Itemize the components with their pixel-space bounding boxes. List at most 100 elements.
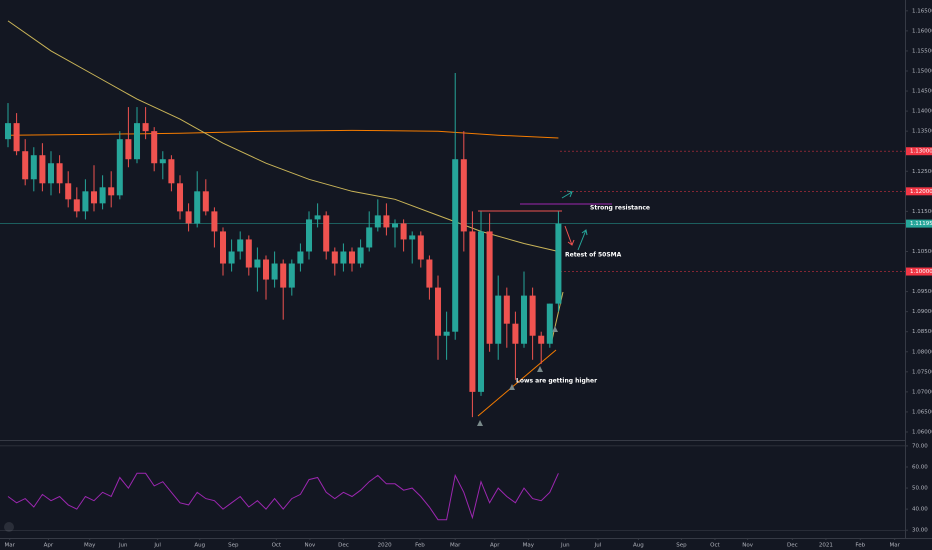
x-tick-label: 2021: [819, 543, 833, 549]
arrow: [564, 225, 575, 246]
x-tick-label: Jul: [594, 543, 602, 549]
x-tick-label: Jun: [118, 543, 128, 549]
candle-body: [443, 331, 450, 336]
y-tick-label: 1.08500: [912, 329, 932, 335]
x-tick-label: Nov: [742, 543, 753, 549]
candle-body: [340, 251, 347, 264]
candle-body: [314, 215, 321, 220]
x-tick-label: Feb: [415, 543, 425, 549]
price-label: 1.11195: [910, 221, 932, 227]
candle-body: [219, 231, 227, 264]
x-tick-label: Jul: [153, 543, 161, 549]
y-tick-label: 1.09500: [912, 289, 932, 295]
candle-body: [305, 219, 313, 252]
x-tick-label: Aug: [194, 543, 205, 549]
price-label: 1.10000: [910, 269, 932, 275]
candle-body: [469, 231, 476, 392]
rsi-tick-label: 30.00: [912, 528, 928, 534]
candle-body: [90, 191, 98, 204]
annotation: Retest of 50SMA: [565, 252, 622, 259]
candle-body: [237, 239, 244, 252]
candle-body: [254, 259, 261, 268]
x-tick-label: Dec: [338, 543, 349, 549]
y-tick-label: 1.12500: [912, 169, 932, 175]
arrow: [577, 229, 588, 251]
price-label-box: [906, 147, 932, 156]
x-tick-label: Mar: [889, 543, 900, 549]
price-label-box: [906, 267, 932, 276]
rsi-tick-label: 60.00: [912, 464, 928, 470]
y-tick-label: 1.16500: [912, 8, 932, 14]
moving-average: [7, 129, 559, 139]
candle-body: [512, 323, 519, 344]
x-tick-label: Mar: [5, 543, 16, 549]
candle-body: [383, 215, 390, 228]
x-tick-label: Jun: [560, 543, 570, 549]
candle-body: [546, 303, 553, 344]
y-tick-label: 1.07500: [912, 369, 932, 375]
candle-body: [47, 163, 55, 184]
x-tick-label: Aug: [633, 543, 644, 549]
candle-body: [297, 251, 304, 264]
candle-body: [142, 123, 149, 132]
candle-body: [417, 235, 424, 260]
candle-body: [30, 155, 37, 180]
candle-body: [211, 211, 218, 232]
candle-body: [159, 159, 166, 164]
candle-body: [151, 131, 158, 164]
rsi-tick-label: 50.00: [912, 486, 928, 492]
y-tick-label: 1.08000: [912, 349, 932, 355]
candle-body: [434, 287, 442, 336]
candle-body: [521, 295, 528, 344]
candle-body: [529, 295, 536, 336]
candle-body: [245, 239, 252, 268]
y-tick-label: 1.15000: [912, 68, 932, 74]
y-tick-label: 1.06000: [912, 429, 932, 435]
annotation: Lows are getting higher: [516, 378, 597, 385]
candle-body: [262, 259, 270, 280]
price-label: 1.12000: [910, 189, 932, 195]
drawings: [4, 190, 612, 532]
candle-body: [65, 183, 72, 200]
trend-line: [477, 349, 557, 417]
y-tick-label: 1.06500: [912, 409, 932, 415]
candle-body: [228, 251, 235, 264]
y-tick-label: 1.11500: [912, 209, 932, 215]
candle-body: [133, 123, 141, 160]
candle-body: [82, 191, 89, 212]
annotation: Strong resistance: [590, 205, 650, 212]
candle-body: [22, 151, 29, 180]
candle-body: [280, 263, 287, 288]
x-tick-label: Nov: [304, 543, 315, 549]
candle-body: [374, 215, 381, 228]
candle-body: [4, 123, 12, 140]
x-tick-label: Mar: [450, 543, 461, 549]
x-tick-label: Oct: [710, 543, 720, 549]
candle-body: [331, 251, 338, 264]
candle-body: [426, 259, 433, 288]
candle-body: [391, 223, 399, 228]
x-tick-label: Dec: [787, 543, 798, 549]
rsi-tick-label: 70.00: [912, 443, 928, 449]
candle-body: [108, 187, 115, 196]
y-tick-label: 1.16000: [912, 28, 932, 34]
candle-body: [288, 263, 295, 288]
y-tick-label: 1.14500: [912, 89, 932, 95]
moving-average: [7, 20, 559, 252]
candle-body: [348, 251, 356, 264]
candle-body: [39, 155, 46, 184]
candle-body: [460, 159, 467, 232]
candle-body: [503, 295, 510, 324]
logo: [4, 522, 14, 532]
candle-body: [452, 159, 459, 332]
candle-body: [202, 191, 209, 212]
candle-body: [357, 247, 364, 264]
rsi-tick-label: 40.00: [912, 507, 928, 513]
x-tick-label: 2020: [378, 543, 392, 549]
y-tick-label: 1.09000: [912, 309, 932, 315]
candle-body: [125, 139, 132, 160]
candle-body: [323, 215, 330, 252]
y-tick-label: 1.10500: [912, 249, 932, 255]
